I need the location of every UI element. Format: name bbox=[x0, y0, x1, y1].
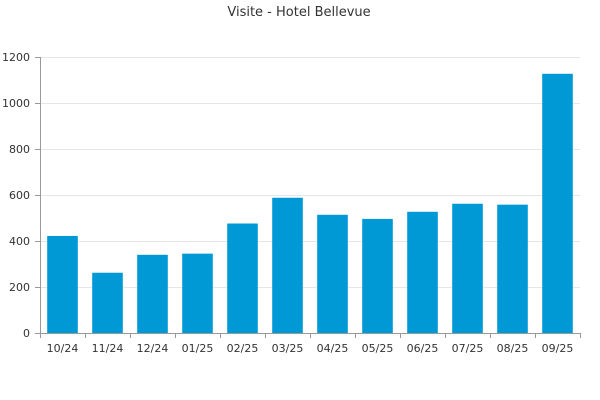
x-tick-label: 03/25 bbox=[272, 342, 304, 355]
y-tick-label: 600 bbox=[9, 189, 30, 202]
bar-01-25 bbox=[182, 253, 213, 333]
bars-layer bbox=[47, 73, 573, 333]
bar-11-24 bbox=[92, 272, 123, 333]
x-tick-label: 07/25 bbox=[452, 342, 484, 355]
x-tick-label: 05/25 bbox=[362, 342, 394, 355]
bar-08-25 bbox=[497, 204, 528, 333]
chart-title: Visite - Hotel Bellevue bbox=[227, 5, 370, 20]
x-tick-label: 06/25 bbox=[407, 342, 439, 355]
y-tick-label: 400 bbox=[9, 235, 30, 248]
x-tick-label: 04/25 bbox=[317, 342, 349, 355]
y-tick-label: 200 bbox=[9, 281, 30, 294]
x-tick-label: 08/25 bbox=[497, 342, 529, 355]
y-tick-label: 0 bbox=[23, 327, 30, 340]
bar-03-25 bbox=[272, 197, 303, 333]
x-tick-label: 12/24 bbox=[137, 342, 169, 355]
x-tick-label: 11/24 bbox=[92, 342, 124, 355]
x-tick-label: 01/25 bbox=[182, 342, 214, 355]
x-tick-label: 02/25 bbox=[227, 342, 259, 355]
bar-07-25 bbox=[452, 203, 483, 333]
bar-12-24 bbox=[137, 254, 168, 333]
bar-10-24 bbox=[47, 235, 78, 333]
x-tick-label: 10/24 bbox=[47, 342, 79, 355]
bar-05-25 bbox=[362, 218, 393, 333]
axis-layer: 0 200 400 600 800 1000 1200 10/24 11/24 12/24 01/2… bbox=[2, 51, 581, 355]
y-tick-label: 1200 bbox=[2, 51, 30, 64]
y-tick-label: 1000 bbox=[2, 97, 30, 110]
bar-02-25 bbox=[227, 223, 258, 333]
bar-04-25 bbox=[317, 214, 348, 333]
y-tick-label: 800 bbox=[9, 143, 30, 156]
grid-layer bbox=[40, 57, 580, 288]
bar-09-25 bbox=[542, 73, 573, 333]
x-tick-label: 09/25 bbox=[542, 342, 574, 355]
bar-06-25 bbox=[407, 211, 438, 333]
